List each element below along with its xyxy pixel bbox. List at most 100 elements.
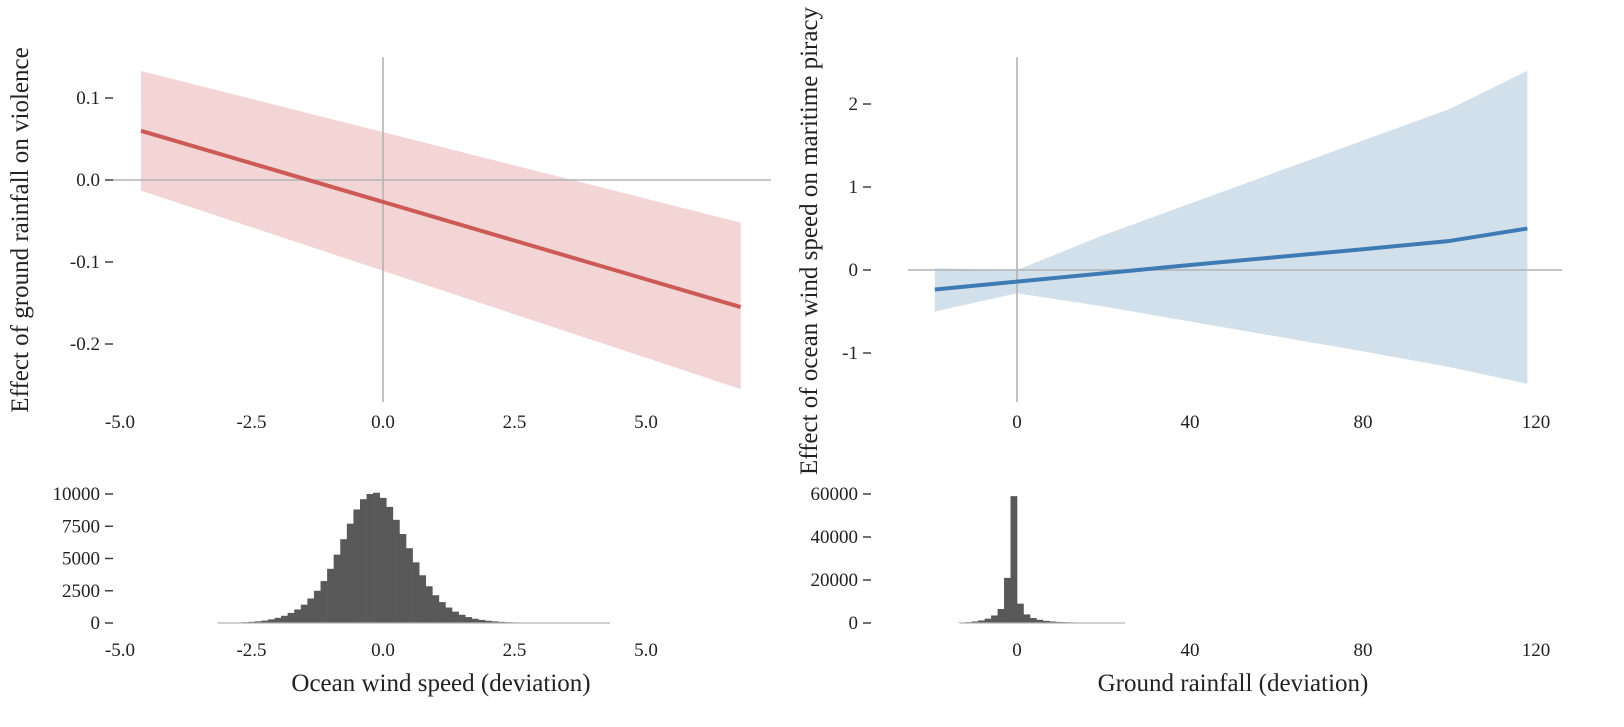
histogram-bar [452,611,459,623]
histogram-bar [432,595,440,623]
right-y-axis-title: Effect of ocean wind speed on maritime p… [796,6,823,475]
histogram-bar [373,492,381,623]
histogram-bar [353,509,361,623]
histogram-bar [267,619,275,623]
histogram-bar [1010,496,1018,623]
left-marginal-effect-line [140,128,742,310]
y-tick-label: 0.0 [76,170,100,191]
histogram-bar [300,604,308,623]
right-y-tick-labels: 2 1 0 -1 [842,94,871,364]
histogram-bar [971,621,979,623]
right-histogram-y-tick-labels: 0 20000 40000 60000 [811,484,871,634]
histogram-bar [484,620,492,623]
histogram-y-tick-label: 10000 [53,484,101,505]
histogram-bar [294,609,302,623]
histogram-y-tick-label: 40000 [811,527,859,548]
histogram-y-tick-label: 7500 [62,516,100,537]
right-marginal-effect-line [934,226,1528,292]
y-tick-label: 0.1 [76,88,100,109]
histogram-bar [307,598,315,623]
histogram-y-tick-label: 60000 [811,484,859,505]
histogram-bar [333,554,341,623]
histogram-bar [478,619,486,623]
histogram-bar [399,533,407,623]
left-y-tick-labels: 0.1 0.0 -0.1 -0.2 [70,88,113,355]
right-histogram-bars [958,496,1122,623]
x-tick-label: 0.0 [371,412,395,433]
left-histogram-x-tick-labels: -5.0 -2.5 0.0 2.5 5.0 [105,640,658,661]
histogram-bar [392,519,400,623]
histogram-bar [406,548,413,623]
x-tick-label: 80 [1354,412,1373,433]
left-y-axis-title: Effect of ground rainfall on violence [7,47,34,412]
histogram-bar [438,602,446,623]
histogram-bar [261,620,269,623]
histogram-bar [425,586,433,623]
histogram-x-tick-label: 40 [1181,640,1200,661]
left-effect-plot: -5.0 -2.5 0.0 2.5 5.0 0.1 0.0 -0.1 -0.2 Effect … [7,47,771,433]
left-panel: -5.0 -2.5 0.0 2.5 5.0 0.1 0.0 -0.1 -0.2 Effect … [7,47,771,697]
left-x-axis-title: Ocean wind speed (deviation) [291,670,590,697]
right-confidence-band [934,70,1528,384]
left-confidence-band [141,70,741,390]
histogram-y-tick-label: 0 [91,613,101,634]
left-x-tick-labels: -5.0 -2.5 0.0 2.5 5.0 [105,412,658,433]
histogram-bar [465,617,473,623]
x-tick-label: 0 [1012,412,1022,433]
right-x-axis-title: Ground rainfall (deviation) [1098,670,1369,697]
left-histogram: -5.0 -2.5 0.0 2.5 5.0 0 2500 5000 7500 10000 Oce… [53,484,658,697]
y-tick-label: -0.2 [70,334,100,355]
histogram-bar [997,609,1005,623]
histogram-bar [991,615,998,623]
x-tick-label: 5.0 [634,412,658,433]
y-tick-label: -1 [842,343,858,364]
histogram-bar [359,499,367,623]
histogram-bar [313,590,321,623]
histogram-x-tick-label: 5.0 [634,640,658,661]
histogram-y-tick-label: 2500 [62,581,100,602]
histogram-bar [491,621,499,623]
histogram-bar [386,506,394,623]
histogram-bar [1017,603,1024,623]
histogram-x-tick-label: 2.5 [503,640,527,661]
y-tick-label: 2 [849,94,859,115]
x-tick-label: 2.5 [503,412,527,433]
right-histogram: 0 40 80 120 0 20000 40000 60000 Ground rainfal… [811,484,1551,697]
histogram-x-tick-label: -5.0 [105,640,135,661]
histogram-bar [419,575,427,623]
left-histogram-bars [215,492,611,623]
histogram-bar [346,523,354,623]
histogram-bar [445,607,453,623]
histogram-bar [1004,577,1011,623]
right-panel: 0 40 80 120 2 1 0 -1 Effect of ocean wind spee… [796,6,1562,697]
histogram-x-tick-label: 0 [1012,640,1022,661]
histogram-bar [458,614,466,623]
right-histogram-x-tick-labels: 0 40 80 120 [1012,640,1550,661]
histogram-bar [340,539,348,623]
histogram-bar [320,581,328,623]
right-effect-plot: 0 40 80 120 2 1 0 -1 Effect of ocean wind spee… [796,6,1562,475]
histogram-bar [984,618,992,623]
histogram-bar [1023,614,1031,623]
histogram-bar [287,612,295,623]
histogram-bar [281,615,288,623]
histogram-x-tick-label: 120 [1522,640,1551,661]
histogram-bar [274,617,282,623]
histogram-bar [254,621,262,623]
x-tick-label: -5.0 [105,412,135,433]
histogram-bar [1036,619,1044,623]
x-tick-label: 40 [1181,412,1200,433]
left-histogram-y-tick-labels: 0 2500 5000 7500 10000 [53,484,113,634]
histogram-bar [978,620,985,623]
y-tick-label: 1 [849,177,859,198]
histogram-y-tick-label: 20000 [811,570,859,591]
histogram-bar [366,494,374,623]
y-tick-label: 0 [849,260,859,281]
histogram-bar [1029,618,1037,623]
histogram-bar [412,562,420,623]
histogram-bar [1049,621,1057,623]
x-tick-label: 120 [1522,412,1551,433]
histogram-bar [471,618,479,623]
histogram-y-tick-label: 0 [849,613,859,634]
